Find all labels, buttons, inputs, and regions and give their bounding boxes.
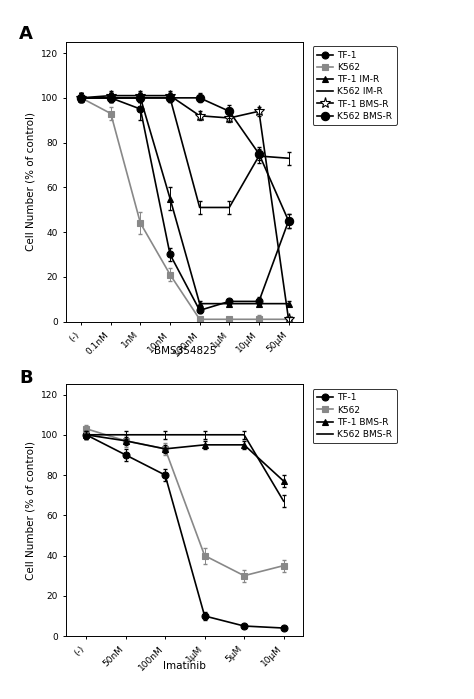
Legend: TF-1, K562, TF-1 IM-R, K562 IM-R, TF-1 BMS-R, K562 BMS-R: TF-1, K562, TF-1 IM-R, K562 IM-R, TF-1 B… [313,46,397,125]
Text: BMS354825: BMS354825 [154,346,216,356]
Text: A: A [19,25,33,43]
Text: B: B [19,369,33,387]
Legend: TF-1, K562, TF-1 BMS-R, K562 BMS-R: TF-1, K562, TF-1 BMS-R, K562 BMS-R [313,389,397,443]
Y-axis label: Cell Number (% of control): Cell Number (% of control) [25,113,35,251]
Y-axis label: Cell Number (% of control): Cell Number (% of control) [25,441,35,579]
Text: Imatinib: Imatinib [164,661,206,670]
